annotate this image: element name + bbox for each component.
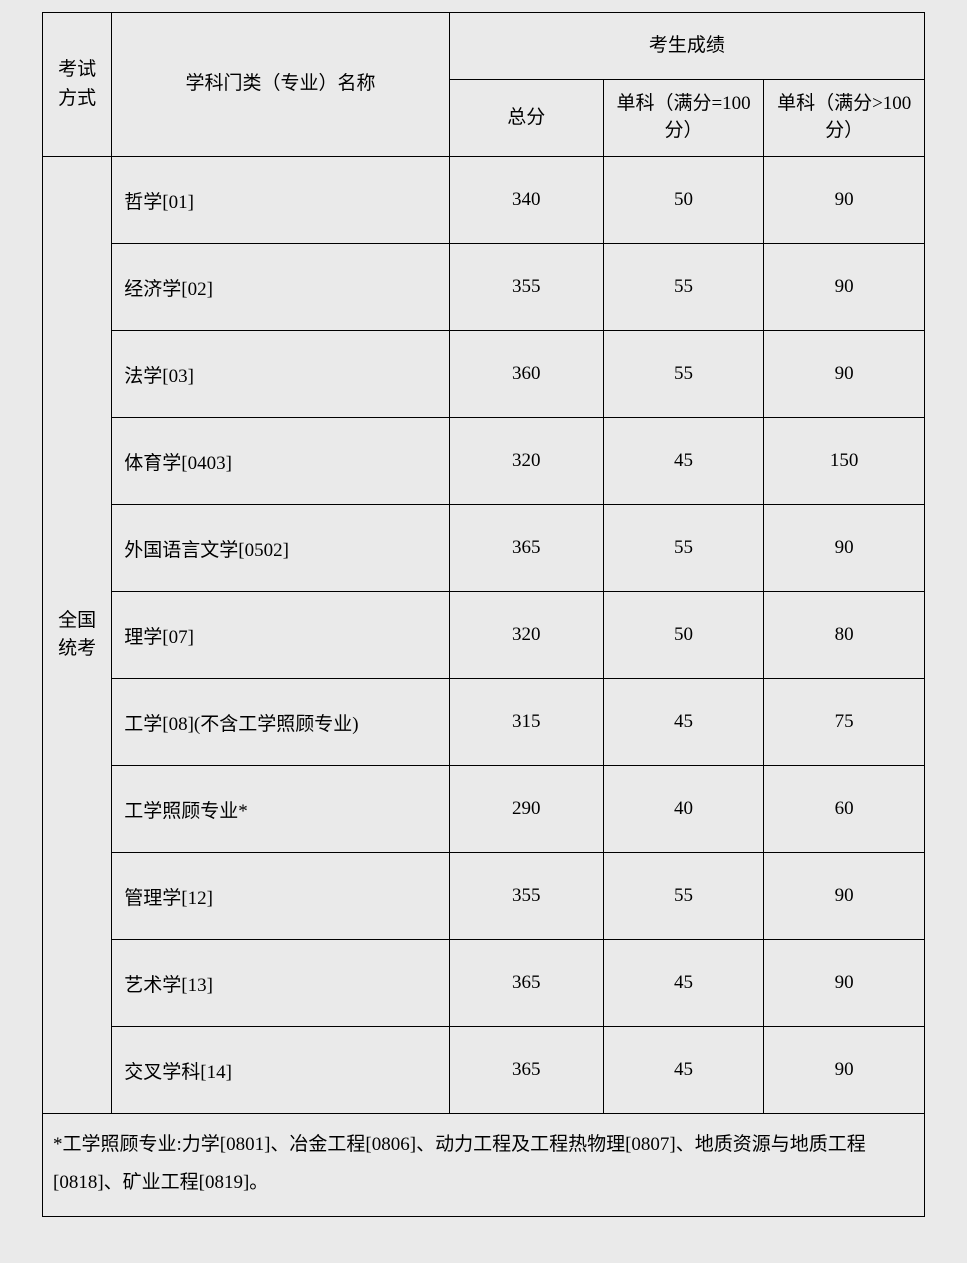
table-row: 交叉学科[14]3654590 (43, 1027, 925, 1114)
header-row-1: 考试方式 学科门类（专业）名称 考生成绩 (43, 13, 925, 80)
header-score-group: 考生成绩 (449, 13, 924, 80)
header-sub100: 单科（满分=100 分） (603, 80, 764, 157)
subject-cell: 管理学[12] (112, 853, 449, 940)
footnote-row: *工学照顾专业:力学[0801]、冶金工程[0806]、动力工程及工程热物理[0… (43, 1114, 925, 1217)
subgt100-score-cell: 90 (764, 940, 925, 1027)
sub100-score-cell: 50 (603, 592, 764, 679)
total-score-cell: 355 (449, 244, 603, 331)
page-container: 考试方式 学科门类（专业）名称 考生成绩 总分 单科（满分=100 分） 单科（… (0, 0, 967, 1263)
subject-cell: 外国语言文学[0502] (112, 505, 449, 592)
subject-cell: 经济学[02] (112, 244, 449, 331)
table-row: 全国统考哲学[01]3405090 (43, 157, 925, 244)
subgt100-score-cell: 150 (764, 418, 925, 505)
total-score-cell: 320 (449, 418, 603, 505)
subject-cell: 体育学[0403] (112, 418, 449, 505)
subgt100-score-cell: 75 (764, 679, 925, 766)
score-table: 考试方式 学科门类（专业）名称 考生成绩 总分 单科（满分=100 分） 单科（… (42, 12, 925, 1217)
subject-cell: 理学[07] (112, 592, 449, 679)
subgt100-score-cell: 90 (764, 505, 925, 592)
subgt100-score-cell: 90 (764, 1027, 925, 1114)
table-row: 工学照顾专业*2904060 (43, 766, 925, 853)
subject-cell: 艺术学[13] (112, 940, 449, 1027)
table-body: 全国统考哲学[01]3405090经济学[02]3555590法学[03]360… (43, 157, 925, 1217)
subgt100-score-cell: 90 (764, 244, 925, 331)
subgt100-score-cell: 60 (764, 766, 925, 853)
sub100-score-cell: 55 (603, 244, 764, 331)
total-score-cell: 365 (449, 505, 603, 592)
sub100-score-cell: 45 (603, 418, 764, 505)
total-score-cell: 290 (449, 766, 603, 853)
total-score-cell: 315 (449, 679, 603, 766)
subject-cell: 哲学[01] (112, 157, 449, 244)
header-subgt100: 单科（满分>100 分） (764, 80, 925, 157)
sub100-score-cell: 45 (603, 679, 764, 766)
sub100-score-cell: 55 (603, 331, 764, 418)
subgt100-score-cell: 90 (764, 157, 925, 244)
subject-cell: 法学[03] (112, 331, 449, 418)
sub100-score-cell: 55 (603, 853, 764, 940)
total-score-cell: 360 (449, 331, 603, 418)
table-row: 体育学[0403]32045150 (43, 418, 925, 505)
sub100-score-cell: 50 (603, 157, 764, 244)
subject-cell: 交叉学科[14] (112, 1027, 449, 1114)
total-score-cell: 365 (449, 1027, 603, 1114)
table-header: 考试方式 学科门类（专业）名称 考生成绩 总分 单科（满分=100 分） 单科（… (43, 13, 925, 157)
total-score-cell: 320 (449, 592, 603, 679)
total-score-cell: 365 (449, 940, 603, 1027)
subgt100-score-cell: 80 (764, 592, 925, 679)
table-row: 艺术学[13]3654590 (43, 940, 925, 1027)
subject-cell: 工学[08](不含工学照顾专业) (112, 679, 449, 766)
header-exam-type: 考试方式 (43, 13, 112, 157)
table-row: 理学[07]3205080 (43, 592, 925, 679)
sub100-score-cell: 40 (603, 766, 764, 853)
sub100-score-cell: 55 (603, 505, 764, 592)
header-total: 总分 (449, 80, 603, 157)
total-score-cell: 355 (449, 853, 603, 940)
subgt100-score-cell: 90 (764, 853, 925, 940)
table-row: 管理学[12]3555590 (43, 853, 925, 940)
subject-cell: 工学照顾专业* (112, 766, 449, 853)
footnote-cell: *工学照顾专业:力学[0801]、冶金工程[0806]、动力工程及工程热物理[0… (43, 1114, 925, 1217)
total-score-cell: 340 (449, 157, 603, 244)
sub100-score-cell: 45 (603, 940, 764, 1027)
header-subject: 学科门类（专业）名称 (112, 13, 449, 157)
sub100-score-cell: 45 (603, 1027, 764, 1114)
table-row: 工学[08](不含工学照顾专业)3154575 (43, 679, 925, 766)
table-row: 经济学[02]3555590 (43, 244, 925, 331)
subgt100-score-cell: 90 (764, 331, 925, 418)
table-row: 法学[03]3605590 (43, 331, 925, 418)
exam-type-cell: 全国统考 (43, 157, 112, 1114)
table-row: 外国语言文学[0502]3655590 (43, 505, 925, 592)
